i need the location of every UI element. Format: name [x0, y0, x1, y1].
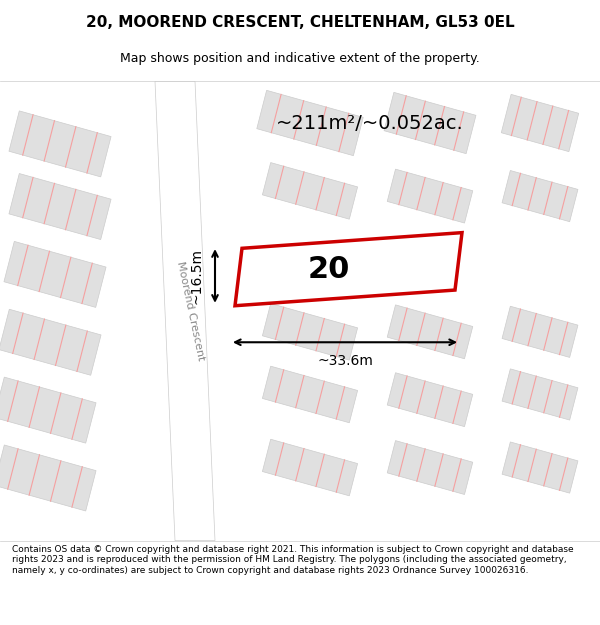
Polygon shape [0, 377, 96, 443]
Polygon shape [9, 174, 111, 239]
Polygon shape [501, 94, 579, 152]
Polygon shape [387, 372, 473, 427]
Polygon shape [262, 439, 358, 496]
Polygon shape [387, 441, 473, 494]
Polygon shape [502, 171, 578, 222]
Polygon shape [387, 305, 473, 359]
Polygon shape [262, 366, 358, 423]
Polygon shape [155, 81, 215, 541]
Text: ~16.5m: ~16.5m [190, 248, 204, 304]
Polygon shape [235, 232, 462, 306]
Polygon shape [262, 162, 358, 219]
Text: Moorend Crescent: Moorend Crescent [175, 261, 205, 361]
Polygon shape [4, 241, 106, 308]
Text: ~211m²/~0.052ac.: ~211m²/~0.052ac. [276, 114, 464, 132]
Polygon shape [257, 91, 363, 156]
Polygon shape [0, 309, 101, 375]
Text: Map shows position and indicative extent of the property.: Map shows position and indicative extent… [120, 52, 480, 65]
Text: ~33.6m: ~33.6m [317, 354, 373, 368]
Polygon shape [9, 111, 111, 177]
Polygon shape [502, 369, 578, 420]
Polygon shape [387, 169, 473, 223]
Text: 20: 20 [307, 254, 350, 284]
Polygon shape [262, 304, 358, 360]
Text: Contains OS data © Crown copyright and database right 2021. This information is : Contains OS data © Crown copyright and d… [12, 545, 574, 574]
Polygon shape [384, 92, 476, 154]
Polygon shape [502, 306, 578, 358]
Polygon shape [502, 442, 578, 493]
Polygon shape [0, 445, 96, 511]
Text: 20, MOOREND CRESCENT, CHELTENHAM, GL53 0EL: 20, MOOREND CRESCENT, CHELTENHAM, GL53 0… [86, 15, 514, 30]
